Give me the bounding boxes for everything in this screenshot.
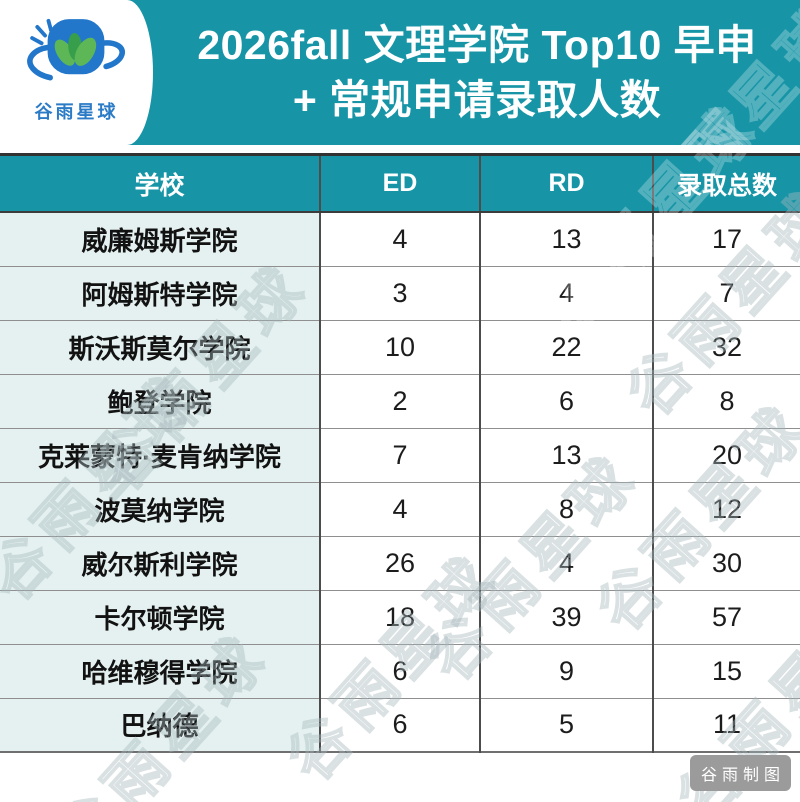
- total-value-cell: 11: [652, 698, 800, 753]
- total-value-cell: 20: [652, 428, 800, 483]
- total-value-cell: 7: [652, 266, 800, 321]
- rd-value-cell: 5: [479, 698, 653, 753]
- total-value-cell: 32: [652, 320, 800, 375]
- table-row: 波莫纳学院 4 8 12: [0, 482, 800, 537]
- school-name-cell: 巴纳德: [0, 698, 320, 753]
- logo-planet-icon: [27, 18, 125, 81]
- school-name-cell: 威廉姆斯学院: [0, 212, 320, 267]
- rd-value-cell: 13: [479, 212, 653, 267]
- school-name-cell: 哈维穆得学院: [0, 644, 320, 699]
- column-header-total: 录取总数: [652, 154, 800, 213]
- ed-value-cell: 3: [319, 266, 480, 321]
- table-row: 哈维穆得学院 6 9 15: [0, 644, 800, 699]
- ed-value-cell: 4: [319, 482, 480, 537]
- rd-value-cell: 4: [479, 536, 653, 591]
- ed-value-cell: 4: [319, 212, 480, 267]
- admissions-table: 学校 ED RD 录取总数 威廉姆斯学院 4 13 17 阿姆斯特学院 3 4 …: [0, 153, 800, 753]
- column-header-ed: ED: [319, 154, 480, 213]
- rd-value-cell: 4: [479, 266, 653, 321]
- total-value-cell: 8: [652, 374, 800, 429]
- rd-value-cell: 8: [479, 482, 653, 537]
- school-name-cell: 克莱蒙特·麦肯纳学院: [0, 428, 320, 483]
- rd-value-cell: 39: [479, 590, 653, 645]
- rd-value-cell: 22: [479, 320, 653, 375]
- total-value-cell: 12: [652, 482, 800, 537]
- table-row: 阿姆斯特学院 3 4 7: [0, 266, 800, 321]
- page-title: 2026fall 文理学院 Top10 早申 + 常规申请录取人数: [158, 0, 796, 145]
- ed-value-cell: 18: [319, 590, 480, 645]
- table-row: 斯沃斯莫尔学院 10 22 32: [0, 320, 800, 375]
- school-name-cell: 威尔斯利学院: [0, 536, 320, 591]
- ed-value-cell: 6: [319, 644, 480, 699]
- page-title-line1: 2026fall 文理学院 Top10 早申: [197, 21, 757, 68]
- credit-badge: 谷雨制图: [689, 755, 791, 791]
- school-name-cell: 阿姆斯特学院: [0, 266, 320, 321]
- total-value-cell: 57: [652, 590, 800, 645]
- column-header-school: 学校: [0, 154, 320, 213]
- ed-value-cell: 2: [319, 374, 480, 429]
- table-row: 卡尔顿学院 18 39 57: [0, 590, 800, 645]
- table-row: 克莱蒙特·麦肯纳学院 7 13 20: [0, 428, 800, 483]
- table-header-row: 学校 ED RD 录取总数: [0, 154, 800, 213]
- total-value-cell: 30: [652, 536, 800, 591]
- school-name-cell: 卡尔顿学院: [0, 590, 320, 645]
- page-title-line2: + 常规申请录取人数: [292, 76, 662, 123]
- total-value-cell: 15: [652, 644, 800, 699]
- ed-value-cell: 10: [319, 320, 480, 375]
- total-value-cell: 17: [652, 212, 800, 267]
- logo-wordmark: 谷雨星球: [34, 102, 119, 122]
- logo-area: 谷雨星球: [0, 0, 153, 145]
- ed-value-cell: 6: [319, 698, 480, 753]
- school-name-cell: 斯沃斯莫尔学院: [0, 320, 320, 375]
- rd-value-cell: 6: [479, 374, 653, 429]
- school-name-cell: 鲍登学院: [0, 374, 320, 429]
- table-row: 威尔斯利学院 26 4 30: [0, 536, 800, 591]
- header-banner: 谷雨星球 2026fall 文理学院 Top10 早申 + 常规申请录取人数: [0, 0, 800, 145]
- rd-value-cell: 9: [479, 644, 653, 699]
- school-name-cell: 波莫纳学院: [0, 482, 320, 537]
- table-row: 鲍登学院 2 6 8: [0, 374, 800, 429]
- ed-value-cell: 7: [319, 428, 480, 483]
- ed-value-cell: 26: [319, 536, 480, 591]
- column-header-rd: RD: [479, 154, 653, 213]
- rd-value-cell: 13: [479, 428, 653, 483]
- table-row: 巴纳德 6 5 11: [0, 698, 800, 753]
- table-row: 威廉姆斯学院 4 13 17: [0, 212, 800, 267]
